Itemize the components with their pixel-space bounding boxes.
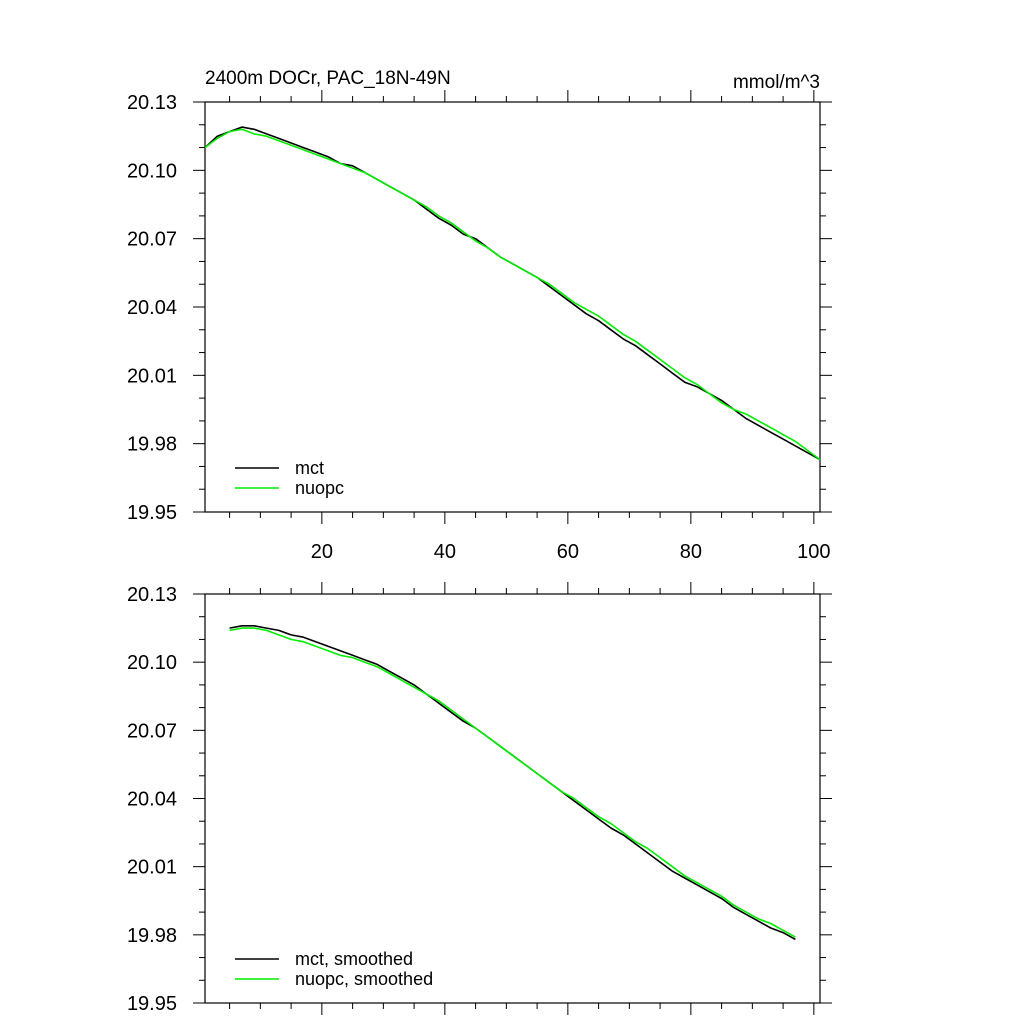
x-tick-label: 60 — [557, 541, 579, 563]
series-line-nuopc — [204, 128, 821, 461]
bottom-panel: 19.95 19.98 20.01 20.04 20.07 20.10 20.13 mct, … — [127, 582, 832, 1015]
x-tick-label: 20 — [311, 541, 333, 563]
series-line-nuopc — [229, 627, 796, 938]
series-line-mct — [204, 126, 821, 461]
y-tick-label: 20.13 — [127, 92, 177, 114]
legend-label: nuopc — [295, 478, 344, 498]
y-tick-label: 19.95 — [127, 502, 177, 524]
y-tick-label: 20.10 — [127, 160, 177, 182]
y-tick-label: 20.10 — [127, 652, 177, 674]
chart-title: 2400m DOCr, PAC_18N-49N — [205, 68, 451, 89]
y-tick-label: 20.01 — [127, 857, 177, 879]
legend-label: mct — [295, 458, 324, 478]
y-tick-label: 19.98 — [127, 925, 177, 947]
x-tick-label: 80 — [680, 541, 702, 563]
legend-label: mct, smoothed — [295, 949, 413, 969]
y-tick-label: 20.01 — [127, 365, 177, 387]
y-tick-label: 19.95 — [127, 993, 177, 1015]
x-tick-label: 100 — [797, 541, 830, 563]
y-tick-label: 20.04 — [127, 789, 177, 811]
plot-frame — [204, 593, 821, 1004]
y-tick-label: 19.98 — [127, 434, 177, 456]
series-line-mct — [229, 624, 796, 941]
y-tick-label: 20.13 — [127, 584, 177, 606]
x-tick-label: 40 — [434, 541, 456, 563]
y-tick-label: 20.07 — [127, 720, 177, 742]
y-tick-label: 20.04 — [127, 297, 177, 319]
top-panel: 2400m DOCr, PAC_18N-49N mmol/m^3 19.95 19… — [127, 68, 832, 563]
legend-label: nuopc, smoothed — [295, 969, 433, 989]
y-tick-label: 20.07 — [127, 229, 177, 251]
plot-frame — [204, 101, 821, 513]
units-label: mmol/m^3 — [733, 72, 820, 93]
